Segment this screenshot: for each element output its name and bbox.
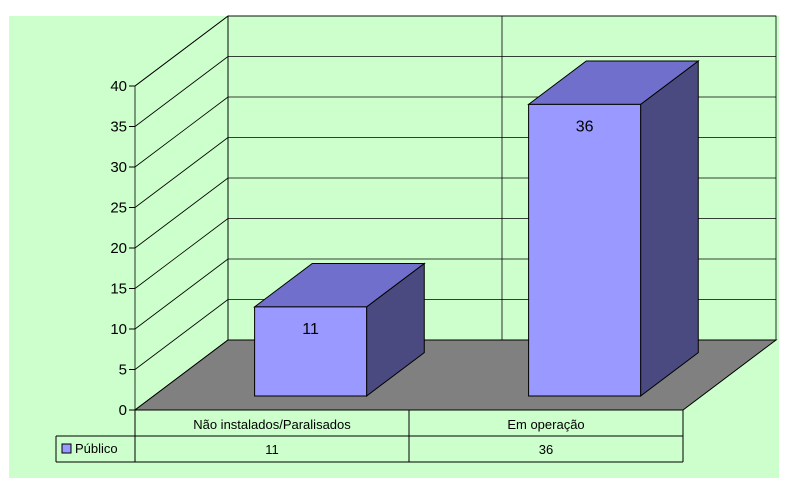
gridline-side xyxy=(134,56,229,127)
gridline-side xyxy=(134,258,229,330)
gridline-side xyxy=(134,137,229,208)
bars-layer xyxy=(253,59,700,398)
gridline-side xyxy=(134,177,229,249)
data-table-layer xyxy=(55,409,684,463)
table-cell: 11 xyxy=(265,442,279,457)
x-category-label: Em operação xyxy=(507,417,584,432)
y-tick-label: 15 xyxy=(110,281,127,298)
y-tick-label: 5 xyxy=(119,362,127,379)
y-tick-label: 40 xyxy=(110,78,127,95)
bar-side xyxy=(640,59,699,398)
y-tick-label: 0 xyxy=(119,402,127,419)
gridline-side xyxy=(134,299,229,370)
gridline-side xyxy=(134,15,229,87)
bar xyxy=(528,103,642,397)
y-tick-label: 10 xyxy=(110,321,127,338)
bar xyxy=(254,306,368,397)
legend-label: Público xyxy=(75,441,118,456)
data-label: 36 xyxy=(576,118,594,135)
gridline-side xyxy=(134,96,229,168)
y-tick-label: 35 xyxy=(110,119,127,136)
table-cell: 36 xyxy=(539,442,553,457)
labels-layer: 0 5 10 15 20 25 30 35 40 11 36 Não instalados/Paral… xyxy=(75,78,594,457)
y-tick-label: 25 xyxy=(110,200,127,217)
gridline-side xyxy=(134,218,229,289)
data-label: 11 xyxy=(302,321,319,338)
x-category-label: Não instalados/Paralisados xyxy=(193,417,351,432)
y-tick-label: 30 xyxy=(110,159,127,176)
legend-swatch xyxy=(61,443,72,454)
y-tick-label: 20 xyxy=(110,240,127,257)
